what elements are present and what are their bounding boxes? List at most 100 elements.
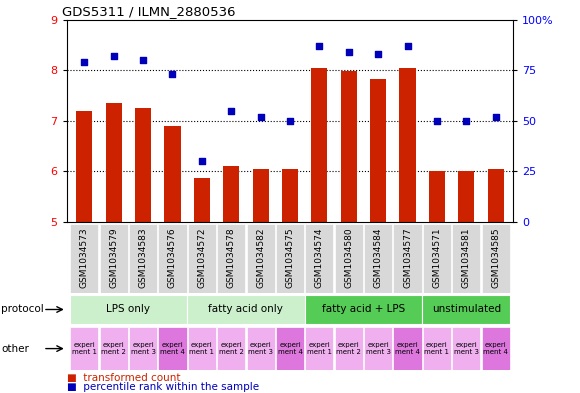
Text: GSM1034572: GSM1034572 — [197, 228, 206, 288]
Point — [285, 118, 295, 124]
Text: GSM1034574: GSM1034574 — [315, 228, 324, 288]
FancyBboxPatch shape — [129, 224, 157, 293]
Text: ■  percentile rank within the sample: ■ percentile rank within the sample — [67, 382, 259, 392]
Text: GDS5311 / ILMN_2880536: GDS5311 / ILMN_2880536 — [62, 5, 235, 18]
Text: fatty acid + LPS: fatty acid + LPS — [322, 305, 405, 314]
FancyBboxPatch shape — [305, 327, 334, 370]
Bar — [223, 166, 240, 222]
FancyBboxPatch shape — [423, 327, 451, 370]
Point — [374, 51, 383, 57]
Point — [462, 118, 471, 124]
Bar — [164, 126, 180, 222]
Text: LPS only: LPS only — [106, 305, 150, 314]
Text: GSM1034578: GSM1034578 — [227, 228, 235, 288]
FancyBboxPatch shape — [70, 224, 99, 293]
Text: GSM1034573: GSM1034573 — [80, 228, 89, 288]
Bar — [311, 68, 328, 222]
FancyBboxPatch shape — [423, 224, 451, 293]
FancyBboxPatch shape — [364, 224, 392, 293]
Text: GSM1034580: GSM1034580 — [345, 228, 353, 288]
Text: GSM1034579: GSM1034579 — [109, 228, 118, 288]
Text: experi
ment 1: experi ment 1 — [189, 342, 215, 355]
Text: fatty acid only: fatty acid only — [208, 305, 284, 314]
FancyBboxPatch shape — [335, 224, 363, 293]
Text: GSM1034575: GSM1034575 — [285, 228, 295, 288]
FancyBboxPatch shape — [246, 224, 275, 293]
FancyBboxPatch shape — [187, 295, 304, 324]
Text: experi
ment 2: experi ment 2 — [219, 342, 244, 355]
FancyBboxPatch shape — [393, 224, 422, 293]
Text: experi
ment 1: experi ment 1 — [307, 342, 332, 355]
Bar — [252, 169, 269, 222]
Point — [403, 43, 412, 49]
Text: GSM1034571: GSM1034571 — [433, 228, 441, 288]
Text: experi
ment 4: experi ment 4 — [395, 342, 420, 355]
FancyBboxPatch shape — [304, 295, 422, 324]
FancyBboxPatch shape — [188, 327, 216, 370]
Bar — [458, 171, 474, 222]
Bar — [488, 169, 504, 222]
Text: GSM1034584: GSM1034584 — [374, 228, 383, 288]
FancyBboxPatch shape — [158, 224, 187, 293]
Text: other: other — [1, 343, 29, 354]
Bar — [135, 108, 151, 222]
FancyBboxPatch shape — [481, 224, 510, 293]
Point — [491, 114, 501, 120]
Bar — [194, 178, 210, 222]
FancyBboxPatch shape — [452, 327, 480, 370]
Point — [315, 43, 324, 49]
Point — [79, 59, 89, 65]
Bar — [76, 111, 92, 222]
Text: experi
ment 2: experi ment 2 — [102, 342, 126, 355]
Text: experi
ment 4: experi ment 4 — [278, 342, 302, 355]
FancyBboxPatch shape — [70, 295, 187, 324]
Bar — [340, 71, 357, 222]
Point — [168, 71, 177, 77]
Bar — [429, 171, 445, 222]
FancyBboxPatch shape — [452, 224, 480, 293]
FancyBboxPatch shape — [481, 327, 510, 370]
Bar — [282, 169, 298, 222]
Point — [227, 108, 236, 114]
FancyBboxPatch shape — [70, 327, 99, 370]
Point — [109, 53, 118, 59]
FancyBboxPatch shape — [246, 327, 275, 370]
Text: experi
ment 1: experi ment 1 — [425, 342, 450, 355]
Text: experi
ment 3: experi ment 3 — [248, 342, 273, 355]
Bar — [370, 79, 386, 222]
Text: experi
ment 4: experi ment 4 — [483, 342, 508, 355]
Text: GSM1034583: GSM1034583 — [139, 228, 147, 288]
FancyBboxPatch shape — [335, 327, 363, 370]
Text: ■  transformed count: ■ transformed count — [67, 373, 180, 383]
Text: unstimulated: unstimulated — [432, 305, 501, 314]
Text: experi
ment 3: experi ment 3 — [365, 342, 391, 355]
FancyBboxPatch shape — [217, 224, 245, 293]
FancyBboxPatch shape — [276, 224, 304, 293]
Point — [256, 114, 265, 120]
Text: experi
ment 2: experi ment 2 — [336, 342, 361, 355]
FancyBboxPatch shape — [364, 327, 392, 370]
Text: GSM1034576: GSM1034576 — [168, 228, 177, 288]
FancyBboxPatch shape — [217, 327, 245, 370]
Text: GSM1034577: GSM1034577 — [403, 228, 412, 288]
Point — [432, 118, 441, 124]
FancyBboxPatch shape — [129, 327, 157, 370]
Point — [197, 158, 206, 164]
FancyBboxPatch shape — [276, 327, 304, 370]
Text: GSM1034581: GSM1034581 — [462, 228, 471, 288]
Text: experi
ment 3: experi ment 3 — [130, 342, 155, 355]
Text: GSM1034582: GSM1034582 — [256, 228, 265, 288]
Point — [139, 57, 148, 63]
FancyBboxPatch shape — [100, 224, 128, 293]
FancyBboxPatch shape — [100, 327, 128, 370]
Text: experi
ment 3: experi ment 3 — [454, 342, 478, 355]
Text: experi
ment 4: experi ment 4 — [160, 342, 185, 355]
Text: protocol: protocol — [1, 305, 44, 314]
FancyBboxPatch shape — [393, 327, 422, 370]
Bar — [106, 103, 122, 222]
Text: experi
ment 1: experi ment 1 — [72, 342, 97, 355]
FancyBboxPatch shape — [305, 224, 334, 293]
FancyBboxPatch shape — [158, 327, 187, 370]
FancyBboxPatch shape — [422, 295, 510, 324]
Bar — [400, 68, 416, 222]
